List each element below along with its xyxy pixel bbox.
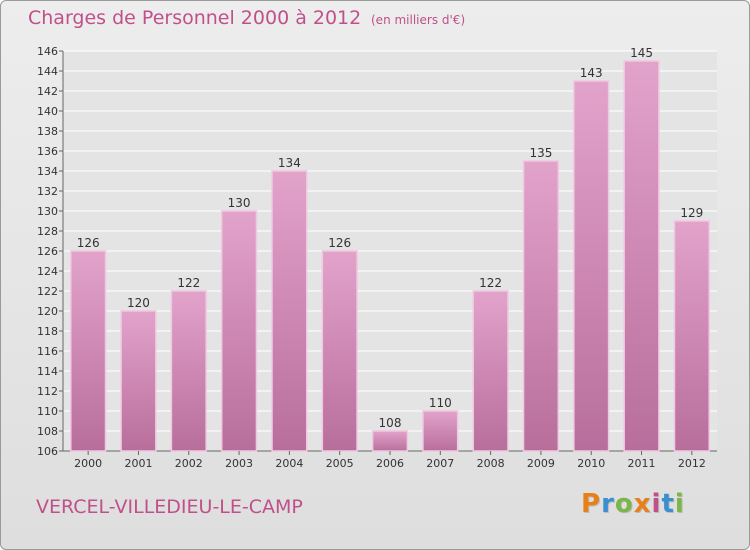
bar-2000 xyxy=(70,250,107,452)
x-tick-label-2004: 2004 xyxy=(275,457,303,470)
bar-2002 xyxy=(170,290,207,452)
logo-letter: P xyxy=(581,489,602,519)
y-tick-label: 124 xyxy=(37,265,58,278)
x-tick-label-2005: 2005 xyxy=(326,457,354,470)
y-tick-label: 110 xyxy=(37,405,58,418)
x-tick-label-2000: 2000 xyxy=(74,457,102,470)
x-tick-label-2008: 2008 xyxy=(477,457,505,470)
y-tick-label: 140 xyxy=(37,105,58,118)
y-axis: 106 108 110 112 114 116 118 120 122 124 126 128 130 1… xyxy=(37,45,717,458)
data-label-2010: 143 xyxy=(580,66,603,80)
bar-2012 xyxy=(673,220,710,452)
y-tick-label: 146 xyxy=(37,45,58,58)
y-tick-label: 132 xyxy=(37,185,58,198)
y-tick-label: 144 xyxy=(37,65,58,78)
y-tick-label: 128 xyxy=(37,225,58,238)
data-label-2012: 129 xyxy=(680,206,703,220)
chart-subtitle: (en milliers d'€) xyxy=(371,13,466,27)
logo-letter: i xyxy=(651,489,662,519)
data-label-2000: 126 xyxy=(77,236,100,250)
proxiti-logo[interactable]: Proxiti xyxy=(581,489,685,519)
data-label-2011: 145 xyxy=(630,46,653,60)
logo-letter: t xyxy=(661,489,675,519)
data-label-2007: 110 xyxy=(429,396,452,410)
logo-letter: o xyxy=(614,489,634,519)
data-label-2005: 126 xyxy=(328,236,351,250)
bar-2006 xyxy=(371,430,409,452)
data-label-2004: 134 xyxy=(278,156,301,170)
x-tick-label-2002: 2002 xyxy=(175,457,203,470)
x-tick-label-2007: 2007 xyxy=(426,457,454,470)
logo-letter: r xyxy=(601,489,615,519)
grid-lines xyxy=(63,50,717,452)
bar-2009 xyxy=(522,160,560,452)
bar-2005 xyxy=(321,250,358,452)
bar-2010 xyxy=(573,80,610,452)
x-tick-label-2009: 2009 xyxy=(527,457,555,470)
y-tick-label: 116 xyxy=(37,345,58,358)
bar-2011 xyxy=(623,60,660,452)
x-axis: 2000 2001 2002 2003 2004 2005 2006 2007 2008 2009… xyxy=(74,451,706,470)
data-label-2002: 122 xyxy=(177,276,200,290)
y-tick-label: 130 xyxy=(37,205,58,218)
y-tick-label: 118 xyxy=(37,325,58,338)
x-tick-label-2012: 2012 xyxy=(678,457,706,470)
bar-2007 xyxy=(422,410,459,452)
commune-name: VERCEL-VILLEDIEU-LE-CAMP xyxy=(36,496,303,518)
x-tick-label-2011: 2011 xyxy=(628,457,656,470)
y-tick-label: 112 xyxy=(37,385,58,398)
x-tick-label-2010: 2010 xyxy=(577,457,605,470)
data-label-2003: 130 xyxy=(228,196,251,210)
x-tick-label-2003: 2003 xyxy=(225,457,253,470)
bar-2004 xyxy=(271,170,308,452)
y-tick-label: 134 xyxy=(37,165,58,178)
data-label-2009: 135 xyxy=(529,146,552,160)
y-tick-label: 114 xyxy=(37,365,58,378)
y-tick-label: 120 xyxy=(37,305,58,318)
data-label-2008: 122 xyxy=(479,276,502,290)
y-tick-label: 106 xyxy=(37,445,58,458)
logo-letter: i xyxy=(674,489,685,519)
chart-title: Charges de Personnel 2000 à 2012 xyxy=(28,7,362,29)
bar-2003 xyxy=(220,210,258,452)
y-tick-label: 108 xyxy=(37,425,58,438)
logo-letter: x xyxy=(633,489,652,519)
y-tick-label: 126 xyxy=(37,245,58,258)
x-tick-label-2006: 2006 xyxy=(376,457,404,470)
y-tick-label: 122 xyxy=(37,285,58,298)
data-label-2001: 120 xyxy=(127,296,150,310)
y-tick-label: 138 xyxy=(37,125,58,138)
x-tick-label-2001: 2001 xyxy=(124,457,152,470)
bar-2001 xyxy=(120,310,157,452)
bar-2008 xyxy=(472,290,509,452)
data-label-2006: 108 xyxy=(379,416,402,430)
y-tick-label: 142 xyxy=(37,85,58,98)
y-tick-label: 136 xyxy=(37,145,58,158)
